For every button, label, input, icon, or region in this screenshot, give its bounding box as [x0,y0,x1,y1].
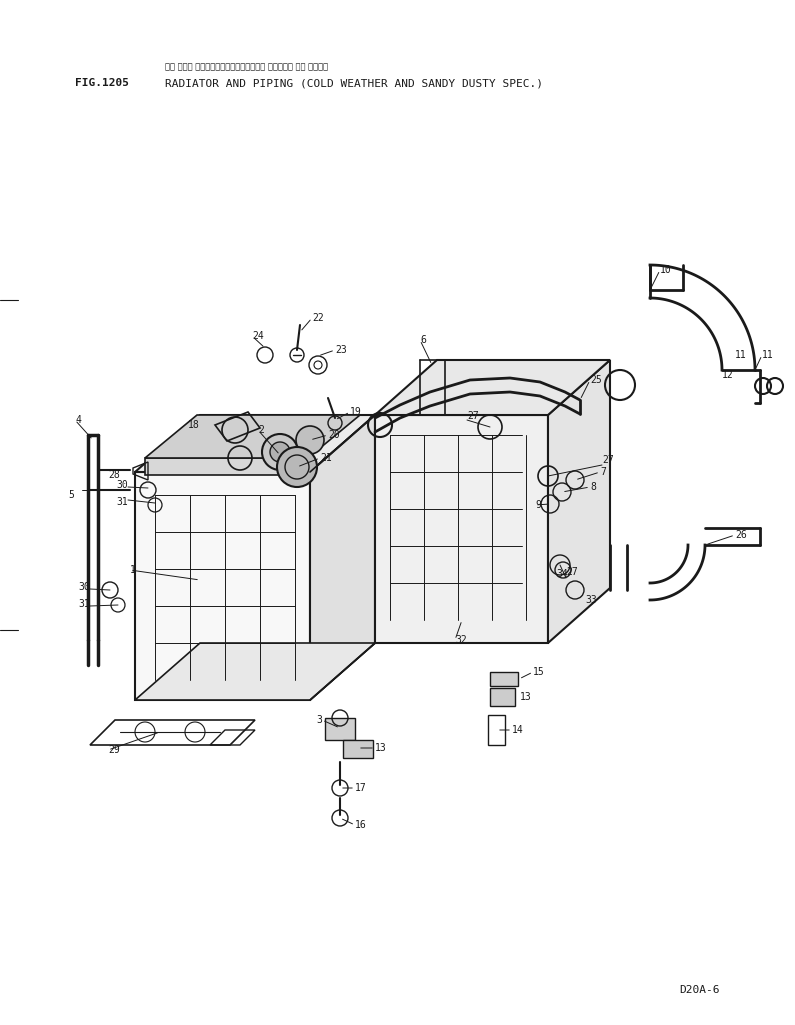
Text: 13: 13 [375,743,386,753]
Text: 6: 6 [420,335,426,345]
Text: 3: 3 [316,715,322,725]
Polygon shape [310,415,375,700]
Text: 31: 31 [78,599,90,609]
Text: 1: 1 [130,565,136,575]
Polygon shape [145,458,308,475]
Polygon shape [375,415,548,643]
Text: 5: 5 [68,490,74,500]
Text: 31: 31 [116,497,128,507]
Text: D20A-6: D20A-6 [680,985,720,995]
Text: RADIATOR AND PIPING (COLD WEATHER AND SANDY DUSTY SPEC.): RADIATOR AND PIPING (COLD WEATHER AND SA… [165,78,543,88]
Polygon shape [490,688,515,706]
Text: 22: 22 [312,313,324,323]
Polygon shape [135,643,375,700]
Polygon shape [548,360,610,643]
Text: 11: 11 [735,350,747,360]
Text: 21: 21 [320,453,332,463]
Text: 11: 11 [762,350,774,360]
Polygon shape [325,718,355,740]
Polygon shape [375,360,610,415]
Text: 8: 8 [590,482,596,492]
Polygon shape [135,415,375,472]
Text: 10: 10 [660,265,672,275]
Text: 9: 9 [535,500,541,510]
Text: 33: 33 [585,594,597,605]
Text: 30: 30 [78,582,90,592]
Circle shape [277,447,317,487]
Text: 4: 4 [75,415,81,425]
Polygon shape [145,415,360,458]
Text: 24: 24 [252,331,264,341]
Circle shape [262,434,298,470]
Text: 27: 27 [602,455,614,465]
Text: 17: 17 [355,783,366,793]
Text: 23: 23 [335,345,347,355]
Text: 26: 26 [735,530,747,540]
Text: 27: 27 [467,411,479,421]
Text: 15: 15 [533,667,545,676]
Text: 16: 16 [355,820,366,830]
Text: 7: 7 [600,467,606,477]
Text: 18: 18 [188,420,200,430]
Text: 27: 27 [566,567,578,577]
Polygon shape [490,672,518,686]
Text: 29: 29 [108,745,120,755]
Text: 14: 14 [512,725,524,735]
Text: FIG.1205: FIG.1205 [75,78,129,88]
Polygon shape [343,740,373,758]
Text: 32: 32 [455,636,467,645]
Polygon shape [135,472,310,700]
Text: 34: 34 [556,569,568,579]
Text: 25: 25 [590,375,602,385]
Text: 19: 19 [350,407,362,417]
Text: ラジ エータ およびパイビング（カンレイチ およびサツ ンチ ショウ）: ラジ エータ およびパイビング（カンレイチ およびサツ ンチ ショウ） [165,62,328,71]
Circle shape [296,426,324,454]
Text: 13: 13 [520,692,532,702]
Circle shape [270,442,290,462]
Text: 12: 12 [722,370,734,380]
Text: 2: 2 [258,425,264,435]
Text: 20: 20 [328,430,339,440]
Text: 28: 28 [108,470,120,480]
Text: 30: 30 [116,480,128,490]
